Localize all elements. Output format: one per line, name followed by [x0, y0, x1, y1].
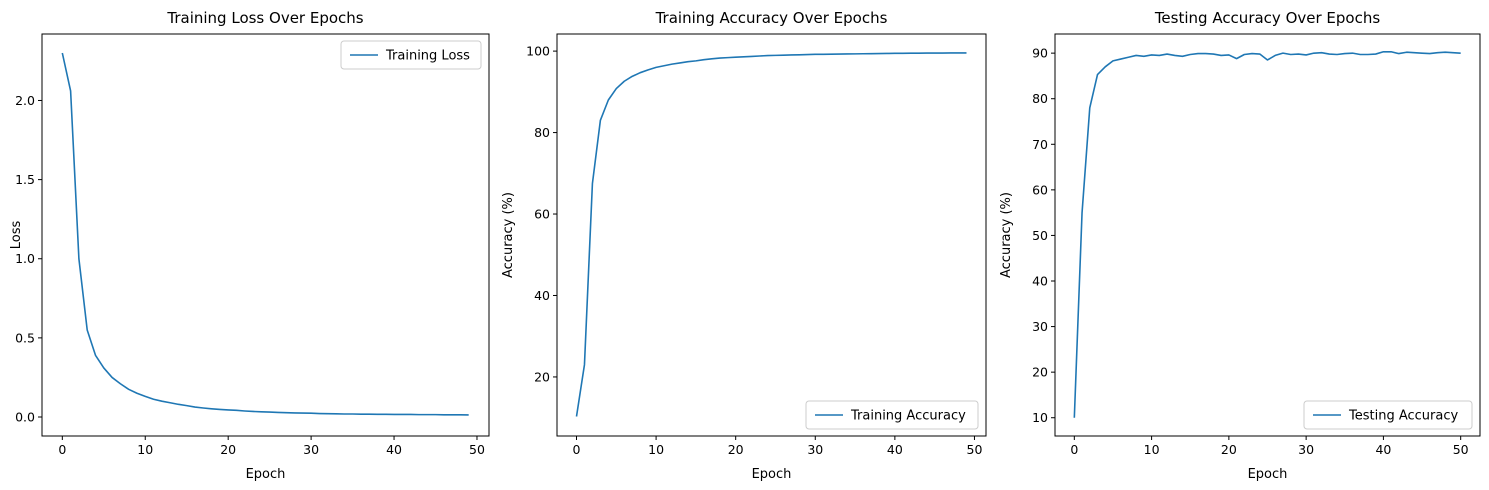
chart-panel-1: Training Loss Over Epochs 0 10 20 30 40 50 0.0 0…: [9, 9, 490, 482]
y-axis-label: Loss: [9, 221, 24, 250]
x-tick-label: 10: [1144, 442, 1160, 457]
series-line: [61, 52, 469, 416]
series-line: [575, 52, 967, 417]
legend-box: [805, 400, 979, 430]
x-axis-label: Epoch: [246, 467, 286, 482]
y-tick-label: 0.0: [15, 410, 35, 425]
y-tick-label: 0.5: [15, 330, 35, 345]
chart-title: Training Loss Over Epochs: [166, 9, 363, 27]
x-axis-label: Epoch: [1248, 467, 1288, 482]
x-tick-label: 10: [137, 442, 153, 457]
legend-box: [1303, 400, 1473, 430]
y-tick-label: 1.5: [15, 172, 35, 187]
x-axis-label: Epoch: [752, 467, 792, 482]
x-tick-label: 10: [648, 442, 664, 457]
y-tick-label: 40: [534, 288, 550, 303]
plot-frame: [41, 33, 490, 437]
legend-label: Training Accuracy: [850, 409, 966, 424]
y-tick-label: 100: [526, 44, 550, 59]
y-axis-label: Accuracy (%): [501, 192, 516, 278]
x-tick-label: 50: [1453, 442, 1469, 457]
x-tick-label: 20: [1221, 442, 1237, 457]
plot-frame: [556, 33, 987, 437]
x-tick-label: 30: [303, 442, 319, 457]
legend: Training Accuracy: [805, 400, 979, 430]
y-tick-label: 1.0: [15, 251, 35, 266]
x-tick-label: 50: [967, 442, 983, 457]
chart-title: Training Accuracy Over Epochs: [655, 9, 888, 27]
y-tick-label: 50: [1032, 228, 1048, 243]
x-tick-label: 40: [386, 442, 402, 457]
y-tick-label: 80: [534, 125, 550, 140]
x-tick-label: 20: [728, 442, 744, 457]
y-tick-label: 2.0: [15, 93, 35, 108]
legend-label: Testing Accuracy: [1348, 409, 1458, 424]
y-tick-label: 20: [534, 369, 550, 384]
chart-panel-3: Testing Accuracy Over Epochs 0 10 20 30 40 50 1…: [999, 9, 1481, 482]
x-tick-label: 0: [58, 442, 66, 457]
y-tick-label: 20: [1032, 365, 1048, 380]
y-tick-label: 60: [534, 207, 550, 222]
legend: Testing Accuracy: [1303, 400, 1473, 430]
y-tick-label: 30: [1032, 319, 1048, 334]
plot-frame: [1054, 33, 1481, 437]
y-axis-label: Accuracy (%): [999, 192, 1014, 278]
x-tick-label: 0: [573, 442, 581, 457]
chart-title: Testing Accuracy Over Epochs: [1154, 9, 1381, 27]
y-tick-label: 60: [1032, 182, 1048, 197]
x-tick-label: 0: [1070, 442, 1078, 457]
y-tick-label: 10: [1032, 410, 1048, 425]
legend: Training Loss: [340, 40, 482, 70]
y-tick-label: 90: [1032, 46, 1048, 61]
series-line: [1073, 50, 1461, 418]
x-tick-label: 30: [807, 442, 823, 457]
legend-label: Training Loss: [385, 49, 470, 64]
x-tick-label: 20: [220, 442, 236, 457]
x-tick-label: 40: [887, 442, 903, 457]
x-tick-label: 30: [1298, 442, 1314, 457]
y-tick-label: 70: [1032, 137, 1048, 152]
y-tick-label: 80: [1032, 91, 1048, 106]
x-tick-label: 40: [1375, 442, 1391, 457]
y-tick-label: 40: [1032, 274, 1048, 289]
x-tick-label: 50: [469, 442, 485, 457]
legend-box: [340, 40, 482, 70]
chart-panel-2: Training Accuracy Over Epochs 0 10 20 30 40 50…: [501, 9, 987, 482]
